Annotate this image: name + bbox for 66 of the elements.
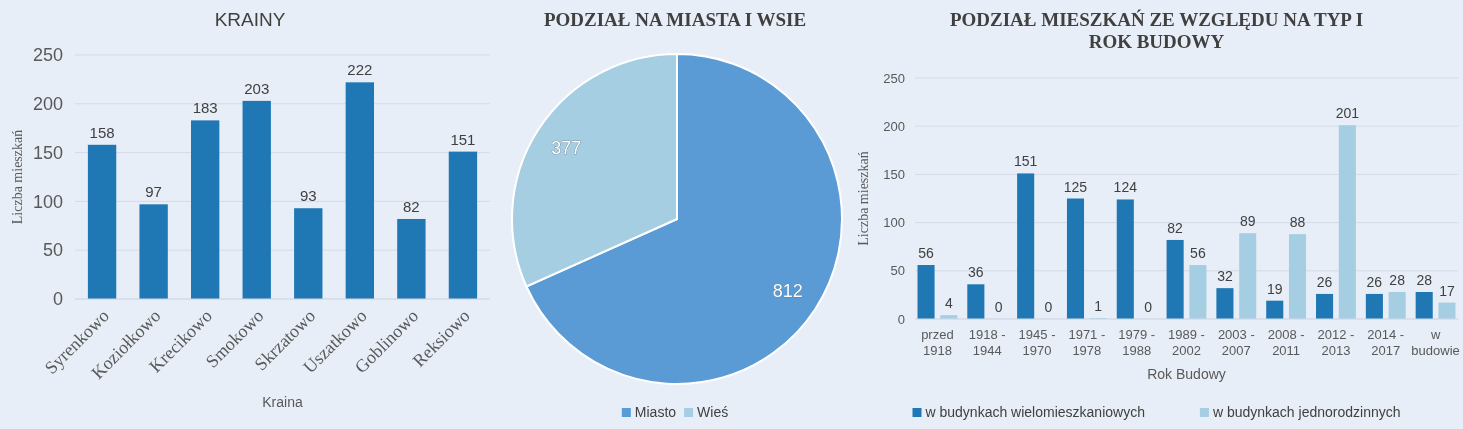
data-label: 4 [944, 295, 953, 312]
legend-label: w budynkach wielomieszkaniowych [924, 404, 1145, 420]
x-axis-title: Rok Budowy [1147, 366, 1226, 382]
data-label: 97 [145, 183, 162, 201]
data-label: 89 [1239, 213, 1256, 230]
legend-label: w budynkach jednorodzinnych [1211, 404, 1401, 420]
data-label: 377 [551, 137, 582, 158]
x-tick-label: w budowie [1411, 327, 1460, 358]
chart-title: PODZIAŁ NA MIASTA I WSIE [543, 9, 807, 30]
data-label: 203 [244, 79, 270, 97]
data-label: 0 [1144, 299, 1153, 315]
chart-title: PODZIAŁ MIESZKAŃ ZE WZGLĘDU NA TYP I ROK BUDOWY [949, 9, 1364, 52]
legend-label: Wieś [697, 404, 729, 420]
y-tick-label: 0 [52, 289, 63, 310]
data-label: 56 [918, 245, 935, 262]
data-label: 17 [1439, 282, 1455, 299]
legend-label: Miasto [634, 404, 677, 420]
data-label: 88 [1289, 214, 1306, 231]
x-axis-title: Kraina [262, 394, 303, 410]
y-tick-label: 50 [42, 240, 63, 261]
data-label: 26 [1316, 273, 1333, 290]
data-label: 93 [299, 187, 317, 205]
data-label: 151 [450, 130, 476, 148]
chart-title: KRAINY [214, 9, 286, 30]
data-label: 125 [1063, 178, 1088, 195]
x-tick-label: 1979 - 1988 [1118, 327, 1156, 358]
x-tick-label: 1945 - 1970 [1018, 327, 1056, 358]
y-tick-label: 250 [883, 70, 905, 86]
data-label: 82 [403, 197, 420, 215]
y-tick-label: 150 [883, 167, 905, 183]
data-label: 158 [89, 123, 115, 141]
y-tick-label: 0 [897, 311, 905, 327]
data-label: 183 [192, 99, 218, 117]
y-axis-title: Liczba mieszkań [856, 151, 871, 246]
y-tick-label: 100 [32, 191, 63, 212]
x-tick-label: 1971 - 1978 [1068, 327, 1106, 358]
y-tick-label: 200 [883, 118, 905, 134]
data-label: 19 [1266, 280, 1283, 297]
data-label: 36 [968, 264, 984, 281]
x-tick-label: 2008 - 2011 [1267, 327, 1305, 358]
data-label: 26 [1366, 273, 1383, 290]
data-label: 56 [1190, 245, 1206, 262]
data-label: 0 [994, 299, 1003, 315]
data-label: 0 [1044, 299, 1053, 315]
x-tick-label: 2014 - 2017 [1367, 327, 1405, 358]
data-label: 28 [1416, 272, 1433, 289]
x-tick-label: przed 1918 [921, 327, 954, 358]
data-label: 82 [1167, 219, 1184, 236]
x-tick-label: 2003 - 2007 [1217, 327, 1255, 358]
y-tick-label: 150 [32, 142, 63, 163]
data-label: 32 [1217, 268, 1233, 285]
data-label: 28 [1389, 272, 1406, 289]
y-tick-label: 250 [32, 45, 63, 66]
y-tick-label: 100 [883, 215, 905, 231]
x-tick-label: 1918 - 1944 [968, 327, 1006, 358]
data-label: 812 [772, 281, 803, 302]
y-tick-label: 50 [890, 263, 905, 279]
data-label: 151 [1013, 153, 1038, 170]
y-tick-label: 200 [32, 94, 63, 115]
data-label: 201 [1335, 105, 1360, 122]
data-label: 124 [1113, 179, 1138, 196]
x-tick-label: 1989 - 2002 [1168, 327, 1205, 358]
data-label: 222 [347, 61, 373, 79]
data-label: 1 [1094, 298, 1103, 315]
y-axis-title: Liczba mieszkań [10, 129, 25, 225]
x-tick-label: 2012 - 2013 [1317, 327, 1355, 358]
